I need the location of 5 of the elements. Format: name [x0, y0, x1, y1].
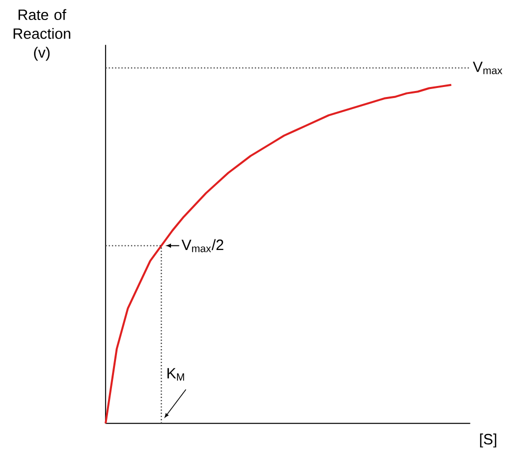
x-axis-title: [S]	[480, 433, 496, 448]
ref-line-label: V$_{max}$/2	[182, 239, 224, 252]
y-axis-title: Rate of Reaction (v)	[14, 9, 70, 61]
ref-line-label: V$_{max}$	[472, 62, 502, 74]
annotation: K$_{M}$	[168, 368, 184, 380]
